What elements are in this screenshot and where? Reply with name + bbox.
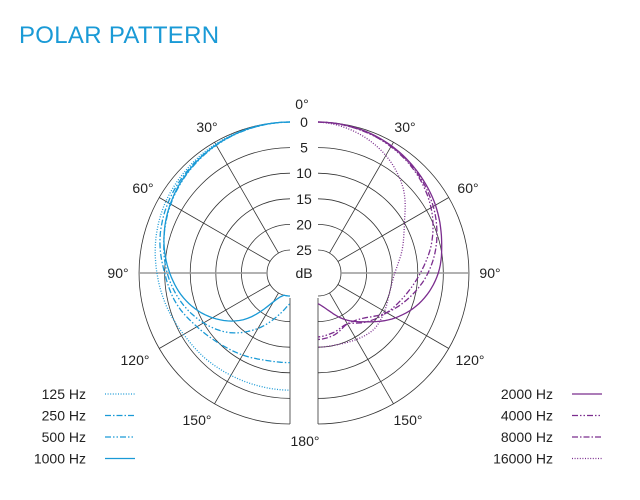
angle-label-180: 180° bbox=[291, 433, 320, 449]
grid-ring-right bbox=[317, 249, 342, 297]
grid-ring-left bbox=[266, 249, 291, 297]
angle-label-left: 150° bbox=[183, 412, 212, 428]
radial-unit-label: dB bbox=[295, 265, 312, 281]
radial-tick-label: 10 bbox=[296, 165, 312, 181]
grid-spoke-right bbox=[329, 142, 394, 254]
angle-label-right: 120° bbox=[456, 352, 485, 368]
angle-label-left: 120° bbox=[121, 352, 150, 368]
radial-tick-label: 15 bbox=[296, 191, 312, 207]
legend-label: 125 Hz bbox=[42, 386, 86, 402]
chart-title: POLAR PATTERN bbox=[19, 22, 220, 49]
radial-tick-label: 0 bbox=[300, 114, 308, 130]
angle-label-right: 60° bbox=[457, 180, 478, 196]
series-curve-250-hz bbox=[159, 121, 291, 364]
series-curve-500-hz bbox=[163, 121, 291, 334]
radial-tick-label: 5 bbox=[300, 140, 308, 156]
legend-label: 1000 Hz bbox=[34, 451, 86, 467]
legend-label: 16000 Hz bbox=[493, 451, 553, 467]
angle-label-0: 0° bbox=[295, 96, 308, 112]
grid-spoke-left bbox=[214, 142, 279, 254]
grid-spoke-right bbox=[337, 197, 449, 262]
grid-spoke-left bbox=[214, 292, 279, 404]
series-curve-4000-hz bbox=[317, 121, 434, 338]
angle-label-right: 30° bbox=[394, 119, 415, 135]
series-curve-8000-hz bbox=[317, 121, 438, 341]
radial-tick-label: 20 bbox=[296, 216, 312, 232]
series-curve-125-hz bbox=[154, 121, 291, 391]
angle-label-right: 150° bbox=[394, 412, 423, 428]
grid-spoke-left bbox=[159, 284, 271, 349]
legend-label: 2000 Hz bbox=[501, 386, 553, 402]
legend-label: 500 Hz bbox=[42, 429, 86, 445]
legend-label: 8000 Hz bbox=[501, 429, 553, 445]
grid-spoke-right bbox=[329, 292, 394, 404]
angle-label-left: 30° bbox=[196, 119, 217, 135]
legend-label: 4000 Hz bbox=[501, 408, 553, 424]
angle-label-left: 60° bbox=[132, 180, 153, 196]
angle-label-right: 90° bbox=[479, 265, 500, 281]
legend-label: 250 Hz bbox=[42, 408, 86, 424]
grid-spoke-left bbox=[159, 197, 271, 262]
grid-spoke-right bbox=[337, 284, 449, 349]
series-curve-2000-hz bbox=[317, 121, 443, 323]
radial-tick-label: 25 bbox=[296, 242, 312, 258]
angle-label-left: 90° bbox=[107, 265, 128, 281]
series-curve-1000-hz bbox=[163, 121, 291, 322]
